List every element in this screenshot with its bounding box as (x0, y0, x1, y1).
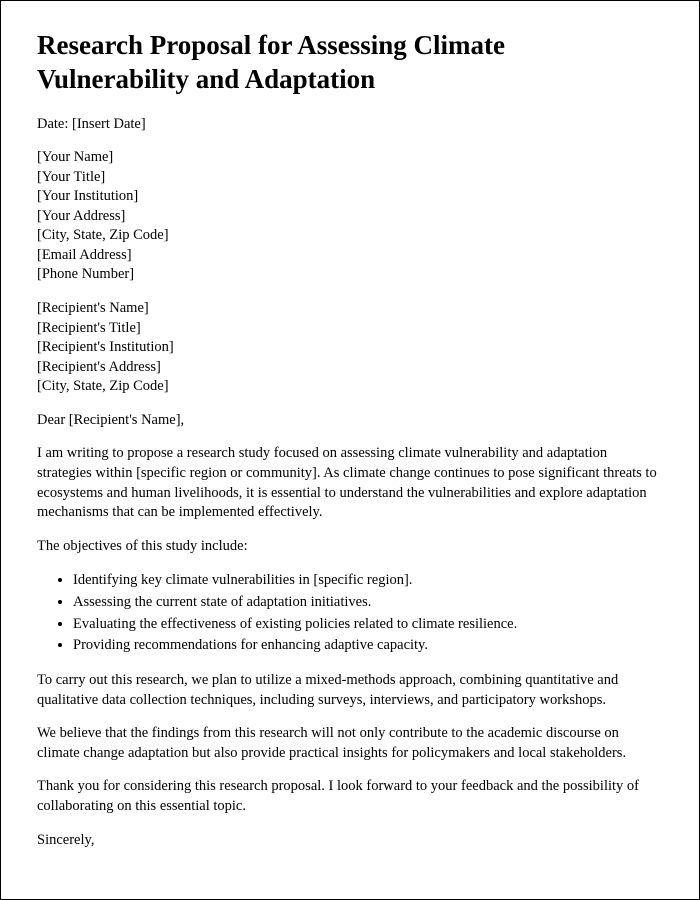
list-item: Assessing the current state of adaptatio… (73, 592, 663, 614)
list-item: Identifying key climate vulnerabilities … (73, 570, 663, 592)
recipient-block: [Recipient's Name] [Recipient's Title] [… (37, 299, 663, 397)
methods-paragraph: To carry out this research, we plan to u… (37, 671, 663, 710)
date-line: Date: [Insert Date] (37, 115, 663, 135)
signoff: Sincerely, (37, 831, 663, 851)
list-item: Providing recommendations for enhancing … (73, 635, 663, 657)
salutation: Dear [Recipient's Name], (37, 411, 663, 431)
objectives-list: Identifying key climate vulnerabilities … (37, 570, 663, 657)
sender-address: [Your Address] (37, 207, 663, 227)
recipient-address: [Recipient's Address] (37, 358, 663, 378)
document-title: Research Proposal for Assessing Climate … (37, 29, 663, 97)
sender-email: [Email Address] (37, 246, 663, 266)
recipient-institution: [Recipient's Institution] (37, 338, 663, 358)
sender-title: [Your Title] (37, 168, 663, 188)
sender-block: [Your Name] [Your Title] [Your Instituti… (37, 148, 663, 285)
list-item: Evaluating the effectiveness of existing… (73, 614, 663, 636)
sender-phone: [Phone Number] (37, 265, 663, 285)
objectives-lead: The objectives of this study include: (37, 537, 663, 557)
recipient-title: [Recipient's Title] (37, 319, 663, 339)
sender-institution: [Your Institution] (37, 187, 663, 207)
sender-name: [Your Name] (37, 148, 663, 168)
intro-paragraph: I am writing to propose a research study… (37, 444, 663, 522)
recipient-name: [Recipient's Name] (37, 299, 663, 319)
document-page: Research Proposal for Assessing Climate … (0, 0, 700, 900)
sender-city-state-zip: [City, State, Zip Code] (37, 226, 663, 246)
impact-paragraph: We believe that the findings from this r… (37, 724, 663, 763)
recipient-city-state-zip: [City, State, Zip Code] (37, 377, 663, 397)
closing-paragraph: Thank you for considering this research … (37, 777, 663, 816)
